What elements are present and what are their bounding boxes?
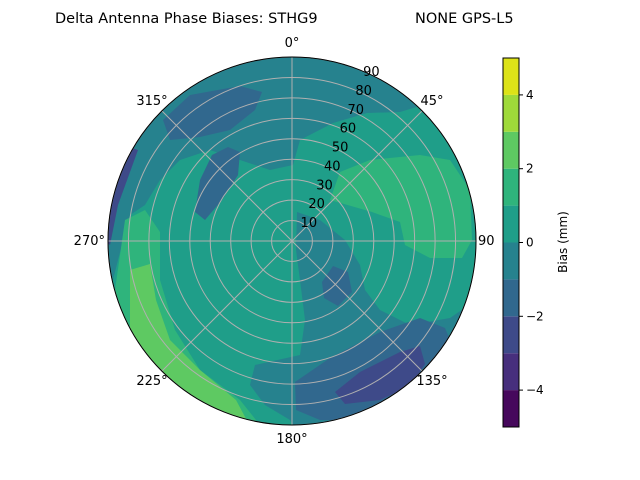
- radial-tick-label: 30: [316, 178, 333, 193]
- radial-tick-label: 40: [324, 159, 341, 174]
- theta-tick-label: 90: [478, 234, 495, 249]
- angular-gridline: [291, 240, 423, 372]
- colorbar-swatch: [503, 94, 519, 132]
- colorbar-label: Bias (mm): [556, 211, 570, 273]
- theta-tick-label: 180°: [276, 432, 307, 447]
- colorbar-tick-label: 2: [526, 162, 534, 176]
- radial-tick-label: 20: [308, 197, 325, 212]
- colorbar-swatch: [503, 168, 519, 206]
- colorbar-tick-label: 0: [526, 236, 534, 250]
- theta-tick-label: 0°: [285, 36, 300, 51]
- theta-tick-label: 270°: [74, 234, 105, 249]
- theta-tick-label: 135°: [416, 374, 447, 389]
- colorbar-swatch: [503, 353, 519, 391]
- angular-gridline: [161, 110, 293, 242]
- plot-border: [107, 56, 477, 426]
- colorbar-tick-label: 4: [526, 88, 534, 102]
- radial-tick-label: 50: [332, 141, 349, 156]
- colorbar-swatch: [503, 58, 519, 95]
- chart-title-right: NONE GPS-L5: [415, 11, 514, 27]
- polar-grid: [107, 56, 477, 426]
- radial-tick-label: 10: [301, 216, 318, 231]
- colorbar-swatch: [503, 390, 519, 427]
- colorbar-swatch: [503, 316, 519, 354]
- theta-tick-label: 45°: [420, 94, 443, 109]
- colorbar: −4 −2 0 2 4: [502, 57, 544, 428]
- radial-tick-label: 90: [363, 65, 380, 80]
- radial-tick-label: 70: [347, 103, 364, 118]
- angular-gridline: [291, 110, 423, 242]
- contour-region: [195, 147, 240, 220]
- radial-tick-label: 80: [355, 84, 372, 99]
- contour-region: [330, 155, 472, 258]
- colorbar-tick-label: −4: [526, 383, 544, 397]
- colorbar-swatch: [503, 242, 519, 280]
- colorbar-swatch: [503, 131, 519, 169]
- contour-region: [108, 148, 138, 245]
- theta-tick-label: 225°: [136, 374, 167, 389]
- colorbar-swatch: [503, 205, 519, 243]
- colorbar-tick-label: −2: [526, 309, 544, 323]
- radial-tick-label: 60: [340, 122, 357, 137]
- chart-title-left: Delta Antenna Phase Biases: STHG9: [55, 11, 318, 27]
- colorbar-swatch: [503, 279, 519, 317]
- theta-tick-label: 315°: [136, 94, 167, 109]
- contour-region: [163, 86, 262, 140]
- angular-gridline: [161, 240, 293, 372]
